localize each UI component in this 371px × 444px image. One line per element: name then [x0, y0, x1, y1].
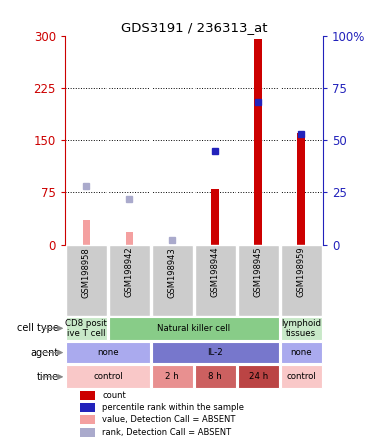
Text: none: none: [97, 348, 119, 357]
Text: GSM198943: GSM198943: [168, 247, 177, 297]
Bar: [81, 391, 95, 400]
Bar: [66, 365, 150, 388]
Bar: [82, 220, 90, 245]
Bar: [109, 245, 150, 316]
Bar: [81, 428, 95, 437]
Text: GSM198944: GSM198944: [211, 247, 220, 297]
Text: lymphoid
tissues: lymphoid tissues: [281, 319, 321, 338]
Bar: [81, 415, 95, 424]
Bar: [255, 39, 262, 245]
Bar: [195, 365, 236, 388]
Bar: [125, 232, 133, 245]
Title: GDS3191 / 236313_at: GDS3191 / 236313_at: [121, 21, 267, 34]
Bar: [152, 245, 193, 316]
Text: control: control: [286, 373, 316, 381]
Bar: [238, 365, 279, 388]
Text: agent: agent: [30, 348, 59, 357]
Text: IL-2: IL-2: [207, 348, 223, 357]
Text: count: count: [102, 391, 126, 400]
Bar: [298, 133, 305, 245]
Bar: [81, 403, 95, 412]
Bar: [66, 317, 107, 340]
Bar: [211, 189, 219, 245]
Text: 24 h: 24 h: [249, 373, 268, 381]
Text: GSM198959: GSM198959: [297, 247, 306, 297]
Text: Natural killer cell: Natural killer cell: [157, 324, 230, 333]
Bar: [280, 342, 322, 363]
Bar: [238, 245, 279, 316]
Bar: [66, 245, 107, 316]
Text: value, Detection Call = ABSENT: value, Detection Call = ABSENT: [102, 415, 236, 424]
Text: cell type: cell type: [17, 323, 59, 333]
Bar: [66, 342, 150, 363]
Text: GSM198942: GSM198942: [125, 247, 134, 297]
Text: CD8 posit
ive T cell: CD8 posit ive T cell: [65, 319, 107, 338]
Bar: [280, 245, 322, 316]
Bar: [109, 317, 279, 340]
Bar: [195, 245, 236, 316]
Bar: [152, 365, 193, 388]
Text: control: control: [93, 373, 123, 381]
Text: rank, Detection Call = ABSENT: rank, Detection Call = ABSENT: [102, 428, 232, 437]
Text: GSM198945: GSM198945: [254, 247, 263, 297]
Text: none: none: [290, 348, 312, 357]
Bar: [280, 317, 322, 340]
Text: time: time: [36, 372, 59, 382]
Text: percentile rank within the sample: percentile rank within the sample: [102, 403, 244, 412]
Bar: [280, 365, 322, 388]
Text: 2 h: 2 h: [165, 373, 179, 381]
Text: 8 h: 8 h: [209, 373, 222, 381]
Bar: [152, 342, 279, 363]
Text: GSM198958: GSM198958: [82, 247, 91, 297]
